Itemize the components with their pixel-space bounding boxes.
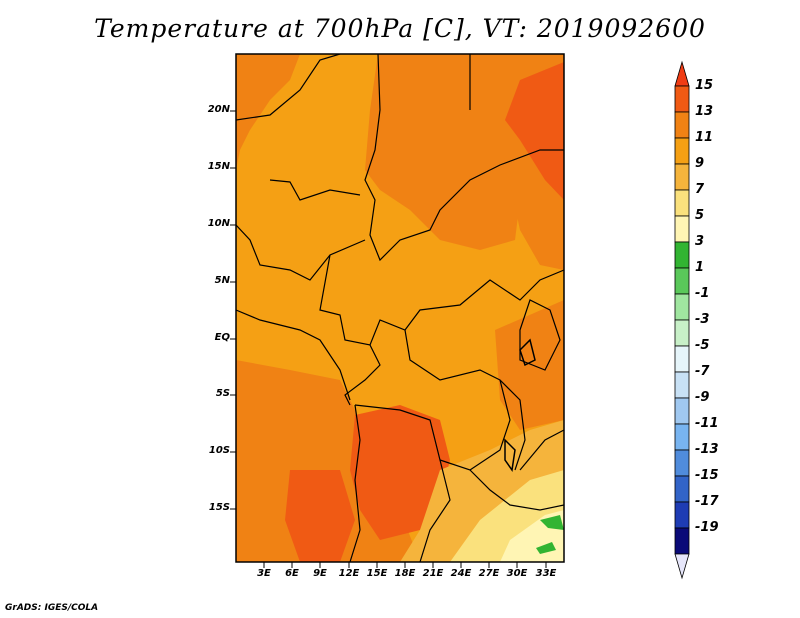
- colorbar-swatch: [674, 267, 690, 295]
- colorbar-swatch: [674, 137, 690, 165]
- colorbar-swatch: [674, 293, 690, 321]
- field-region-se-1c-b: [536, 542, 556, 554]
- colorbar-swatch: [674, 397, 690, 425]
- lat-label-15n: 15N: [207, 161, 230, 172]
- grads-credit: GrADS: IGES/COLA: [5, 603, 99, 613]
- colorbar-swatch: [674, 241, 690, 269]
- tick-marks: [230, 110, 547, 568]
- lat-label-15s: 15S: [208, 502, 230, 513]
- colorbar-top-arrow: [674, 60, 690, 87]
- colorbar-label: 9: [695, 156, 705, 171]
- colorbar-label: 3: [695, 234, 705, 249]
- colorbar-bottom-arrow: [674, 553, 690, 580]
- colorbar-label: 15: [695, 78, 714, 93]
- lat-label-5n: 5N: [214, 275, 230, 286]
- lat-label-10s: 10S: [208, 445, 230, 456]
- colorbar-swatch: [674, 215, 690, 243]
- temperature-field: [236, 54, 564, 562]
- lon-label-30e: 30E: [506, 568, 528, 579]
- colorbar-label: -9: [695, 390, 710, 405]
- colorbar-label: 5: [695, 208, 705, 223]
- lon-label-33e: 33E: [535, 568, 557, 579]
- colorbar-label: -3: [695, 312, 710, 327]
- colorbar-label: -11: [695, 416, 719, 431]
- country-borders: [236, 54, 564, 562]
- field-region-coastal: [285, 470, 355, 562]
- colorbar-swatch: [674, 319, 690, 347]
- colorbar-label: 1: [695, 260, 705, 275]
- colorbar-label: 13: [695, 104, 714, 119]
- lon-label-21e: 21E: [422, 568, 444, 579]
- colorbar-swatch: [674, 85, 690, 113]
- chart-title: Temperature at 700hPa [C], VT: 201909260…: [94, 14, 706, 43]
- colorbar-label: -17: [695, 494, 719, 509]
- lakes: [504, 338, 536, 472]
- colorbar-label: 11: [695, 130, 714, 145]
- lat-label-eq: EQ: [214, 332, 230, 343]
- field-region-nw: [236, 54, 300, 170]
- lon-label-6e: 6E: [285, 568, 299, 579]
- lon-label-27e: 27E: [478, 568, 500, 579]
- colorbar-label: -13: [695, 442, 719, 457]
- field-region-sahel: [365, 54, 520, 250]
- lon-label-9e: 9E: [313, 568, 327, 579]
- lat-label-10n: 10N: [207, 218, 230, 229]
- colorbar-swatch: [674, 449, 690, 477]
- field-region-east: [495, 300, 564, 430]
- lon-label-24e: 24E: [450, 568, 472, 579]
- lon-label-12e: 12E: [338, 568, 360, 579]
- colorbar-swatch: [674, 423, 690, 451]
- colorbar-swatch: [674, 501, 690, 529]
- colorbar-label: -5: [695, 338, 710, 353]
- colorbar-label: -19: [695, 520, 719, 535]
- colorbar-label: -1: [695, 286, 710, 301]
- field-region-ne-hot: [505, 62, 564, 200]
- map-frame: [235, 53, 565, 563]
- colorbar-label: -15: [695, 468, 719, 483]
- colorbar: [674, 60, 690, 580]
- colorbar-swatch: [674, 189, 690, 217]
- colorbar-swatch: [674, 475, 690, 503]
- lon-label-3e: 3E: [257, 568, 271, 579]
- colorbar-swatch: [674, 371, 690, 399]
- colorbar-swatch: [674, 527, 690, 555]
- colorbar-swatch: [674, 163, 690, 191]
- field-region-se-1c: [540, 515, 564, 530]
- colorbar-swatch: [674, 111, 690, 139]
- lon-label-15e: 15E: [366, 568, 388, 579]
- field-region-angola: [350, 405, 450, 540]
- lat-label-5s: 5S: [215, 388, 230, 399]
- lon-label-18e: 18E: [394, 568, 416, 579]
- colorbar-swatch: [674, 345, 690, 373]
- colorbar-label: 7: [695, 182, 705, 197]
- colorbar-label: -7: [695, 364, 710, 379]
- lat-label-20n: 20N: [207, 104, 230, 115]
